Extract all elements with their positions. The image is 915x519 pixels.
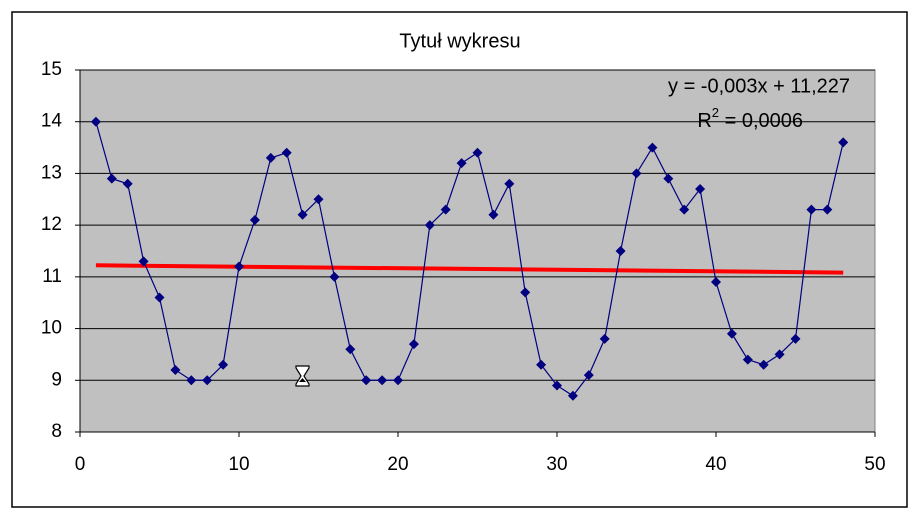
data-point	[822, 204, 833, 215]
data-point	[186, 375, 197, 386]
data-point	[234, 261, 244, 272]
data-point	[790, 333, 801, 344]
x-tick-label: 50	[864, 454, 885, 475]
data-point	[472, 147, 483, 158]
data-point	[711, 277, 721, 288]
plot-background	[79, 69, 876, 433]
data-point	[377, 375, 388, 386]
data-point	[695, 183, 706, 194]
data-point	[106, 173, 117, 184]
x-tick-label: 40	[705, 454, 726, 475]
data-point	[774, 349, 785, 360]
y-tick-label: 12	[41, 214, 62, 235]
data-point	[663, 173, 674, 184]
trendline	[95, 263, 844, 275]
hourglass-cursor	[295, 365, 310, 387]
data-point	[202, 375, 213, 386]
data-point	[90, 116, 101, 127]
data-point	[281, 147, 292, 158]
data-point	[297, 209, 308, 220]
data-point	[520, 287, 531, 298]
x-tick-label: 30	[546, 454, 567, 475]
data-point	[631, 168, 642, 179]
data-point	[758, 359, 769, 370]
data-point	[567, 390, 578, 401]
data-point	[552, 380, 562, 391]
data-point	[583, 370, 594, 381]
data-point	[440, 204, 451, 215]
x-tick-label: 0	[75, 454, 86, 475]
data-point	[393, 375, 403, 386]
data-point	[361, 375, 372, 386]
data-point	[742, 354, 753, 365]
r-squared-base: R	[697, 110, 711, 132]
trend-equation: y = -0,003x + 11,227	[668, 75, 850, 97]
r-squared-sup: 2	[712, 105, 719, 120]
data-point	[170, 364, 181, 375]
chart-title: Tytuł wykresu	[399, 30, 520, 52]
plot-area: 8 9 10 11 12 13 14 15 0 10 20 30 40 50	[41, 59, 886, 475]
y-tick-label: 15	[41, 59, 62, 80]
data-point	[345, 344, 356, 355]
data-point	[329, 271, 340, 282]
y-tick-label: 13	[41, 162, 62, 183]
data-point	[679, 204, 690, 215]
data-point	[726, 328, 737, 339]
data-point	[838, 137, 849, 148]
data-point	[504, 178, 515, 189]
data-point	[154, 292, 165, 303]
data-point	[313, 194, 324, 205]
data-point	[138, 256, 149, 267]
data-point	[536, 359, 547, 370]
x-tick-label: 20	[387, 454, 408, 475]
y-tick-label: 11	[42, 266, 62, 287]
data-point	[488, 209, 499, 220]
data-point	[647, 142, 658, 153]
data-point	[615, 246, 626, 256]
r-squared-rest: = 0,0006	[719, 110, 803, 132]
x-tick-label: 10	[228, 454, 249, 475]
data-point	[806, 204, 817, 215]
y-tick-label: 10	[41, 318, 62, 339]
y-tick-label: 9	[51, 369, 62, 390]
data-point	[249, 214, 260, 225]
r-squared: R2 = 0,0006	[697, 105, 803, 132]
y-tick-label: 8	[51, 421, 62, 442]
data-point	[599, 333, 610, 344]
series-line	[95, 121, 844, 397]
data-point	[265, 152, 276, 163]
data-point	[218, 359, 229, 370]
data-point	[424, 220, 435, 231]
data-point	[122, 178, 133, 189]
data-point	[408, 339, 419, 350]
y-tick-label: 14	[41, 111, 63, 132]
data-point	[456, 158, 467, 169]
